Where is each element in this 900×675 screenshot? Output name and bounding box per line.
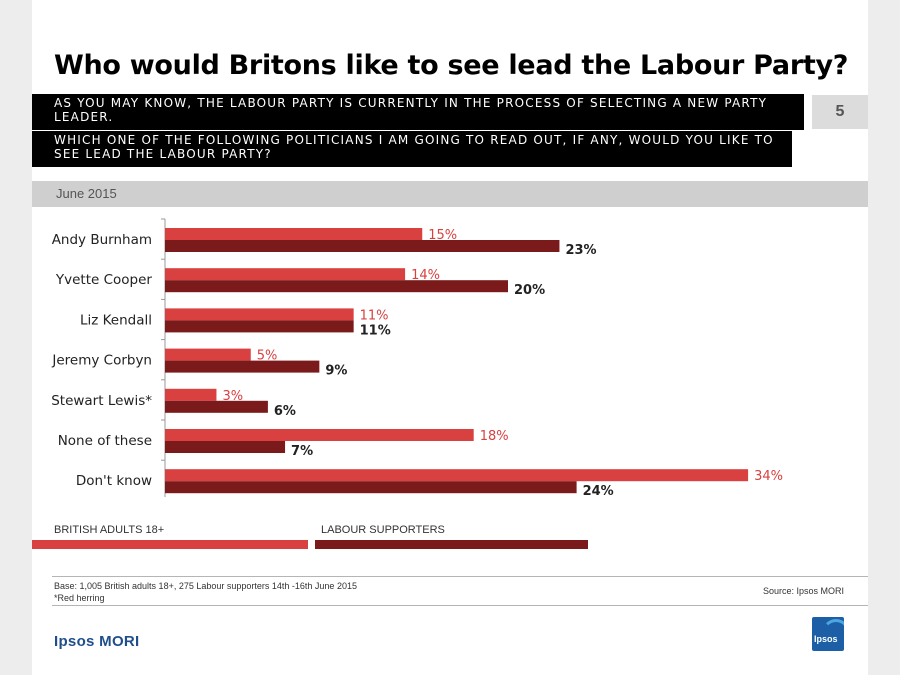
source-text: Source: Ipsos MORI: [762, 586, 844, 596]
ipsos-logo: Ipsos: [812, 617, 844, 651]
bar-british-adults-don-t-know: [165, 469, 749, 482]
data-label-british-adults-liz-kendall: 11%: [360, 308, 389, 323]
data-label-british-adults-stewart-lewis: 3%: [222, 389, 243, 404]
data-label-labour-supporters-jeremy-corbyn: 9%: [325, 364, 347, 379]
data-label-labour-supporters-liz-kendall: 11%: [360, 323, 391, 338]
bar-british-adults-jeremy-corbyn: [165, 348, 251, 361]
data-label-labour-supporters-none-of-these: 7%: [291, 444, 313, 459]
bar-british-adults-stewart-lewis: [165, 388, 217, 401]
data-label-labour-supporters-stewart-lewis: 6%: [274, 404, 296, 419]
category-label-andy-burnham: Andy Burnham: [52, 232, 152, 248]
data-label-british-adults-don-t-know: 34%: [754, 469, 783, 484]
category-label-jeremy-corbyn: Jeremy Corbyn: [51, 353, 152, 369]
data-label-labour-supporters-yvette-cooper: 20%: [514, 283, 545, 298]
footer-divider-bottom: [52, 605, 868, 606]
slide: Who would Britons like to see lead the L…: [32, 0, 868, 675]
category-label-yvette-cooper: Yvette Cooper: [55, 272, 153, 288]
base-text: Base: 1,005 British adults 18+, 275 Labo…: [54, 581, 357, 591]
logo-arc-icon: [822, 619, 844, 647]
category-label-don-t-know: Don't know: [76, 473, 152, 489]
base-note: Base: 1,005 British adults 18+, 275 Labo…: [54, 580, 357, 604]
date-band: June 2015: [32, 181, 868, 207]
question-box-1: As you may know, the Labour party is cur…: [32, 94, 804, 130]
brand-wordmark: Ipsos MORI: [54, 633, 140, 650]
category-label-none-of-these: None of these: [58, 433, 152, 449]
page-number: 5: [812, 95, 868, 129]
slide-title: Who would Britons like to see lead the L…: [54, 50, 849, 81]
date-label: June 2015: [56, 186, 117, 201]
bar-labour-supporters-don-t-know: [165, 481, 577, 494]
bar-british-adults-andy-burnham: [165, 228, 423, 240]
bar-british-adults-liz-kendall: [165, 308, 354, 321]
bar-british-adults-none-of-these: [165, 429, 474, 441]
legend-label-labour-supporters: LABOUR SUPPORTERS: [321, 524, 445, 536]
data-label-labour-supporters-andy-burnham: 23%: [565, 243, 596, 258]
legend-label-british-adults: BRITISH ADULTS 18+: [54, 524, 165, 536]
bar-labour-supporters-jeremy-corbyn: [165, 360, 320, 373]
category-label-liz-kendall: Liz Kendall: [80, 312, 152, 328]
data-label-british-adults-andy-burnham: 15%: [428, 228, 457, 243]
bar-chart: Andy Burnham 15% 23% Yvette Cooper 14% 20% Liz…: [51, 218, 783, 499]
data-label-british-adults-jeremy-corbyn: 5%: [257, 349, 278, 364]
bar-labour-supporters-liz-kendall: [165, 320, 354, 333]
question-text-1: As you may know, the Labour party is cur…: [54, 96, 768, 124]
question-text-2: Which one of the following politicians I…: [54, 133, 774, 161]
bar-labour-supporters-stewart-lewis: [165, 400, 268, 413]
question-box-2: Which one of the following politicians I…: [32, 131, 792, 167]
data-label-british-adults-none-of-these: 18%: [480, 429, 509, 444]
legend-swatch-labour-supporters: [315, 540, 588, 549]
bar-labour-supporters-andy-burnham: [165, 240, 560, 252]
bar-labour-supporters-yvette-cooper: [165, 280, 508, 293]
data-label-british-adults-yvette-cooper: 14%: [411, 268, 440, 283]
bar-british-adults-yvette-cooper: [165, 268, 406, 281]
red-herring-note: *Red herring: [54, 593, 105, 603]
footer-divider-top: [52, 576, 868, 577]
legend-swatch-british-adults: [32, 540, 308, 549]
data-label-labour-supporters-don-t-know: 24%: [583, 484, 614, 499]
logo-text: Ipsos: [814, 634, 838, 644]
bar-labour-supporters-none-of-these: [165, 441, 286, 453]
category-label-stewart-lewis: Stewart Lewis*: [51, 393, 152, 409]
